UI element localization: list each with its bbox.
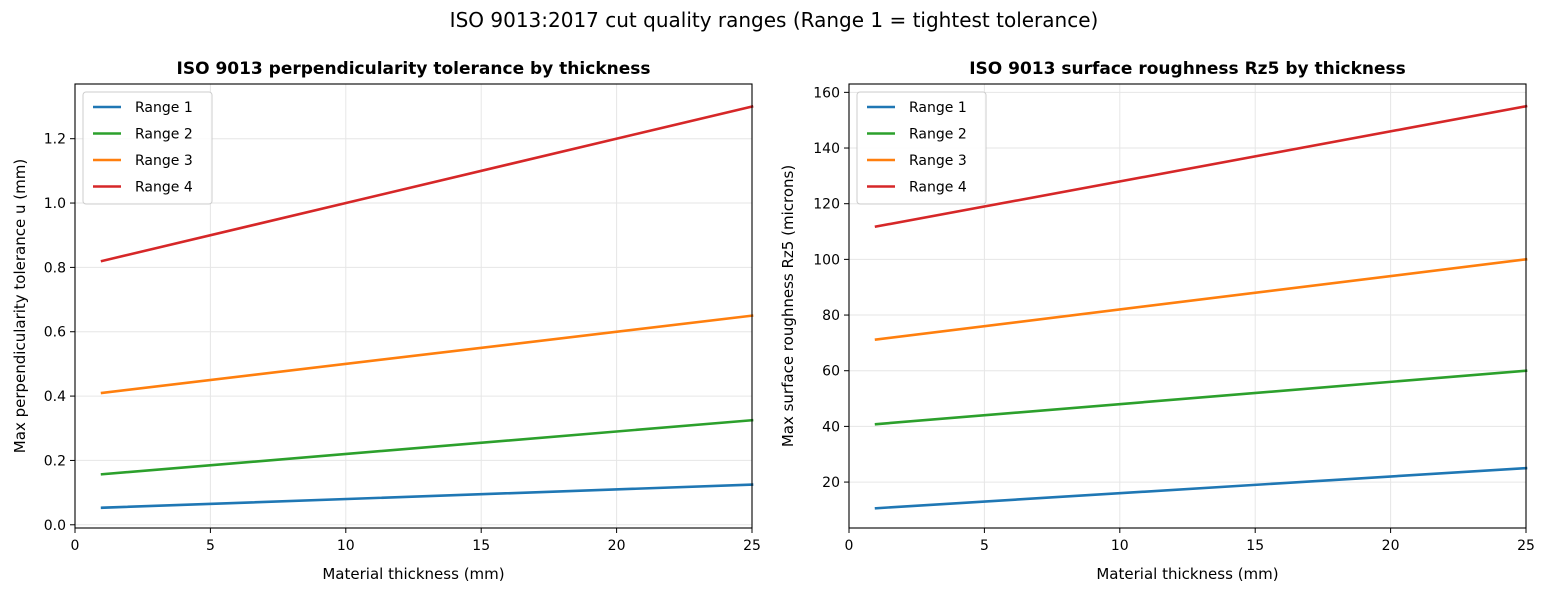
y-axis-label: Max surface roughness Rz5 (microns) <box>779 165 797 447</box>
x-tick-label: 15 <box>472 538 490 554</box>
legend-label-range-2: Range 2 <box>135 127 193 143</box>
y-tick-label: 120 <box>813 197 840 213</box>
plot-frame <box>74 83 753 529</box>
series-line-range-3 <box>100 314 754 395</box>
series-line-range-4 <box>100 104 754 263</box>
y-tick-label: 0.2 <box>44 453 66 469</box>
y-tick-label: 80 <box>822 308 840 324</box>
x-tick-label: 0 <box>845 538 854 554</box>
series-line-range-2 <box>100 418 754 476</box>
y-tick-label: 0.4 <box>44 389 66 405</box>
y-tick-label: 0.0 <box>44 518 66 534</box>
y-tick-label: 100 <box>813 252 840 268</box>
chart-title: ISO 9013 surface roughness Rz5 by thickn… <box>969 59 1406 79</box>
legend-box <box>82 91 213 205</box>
x-axis-label: Material thickness (mm) <box>1096 565 1278 583</box>
legend: Range 1 Range 2 Range 3 Range 4 <box>856 91 987 205</box>
x-tick-label: 10 <box>1111 538 1129 554</box>
y-tick-label: 160 <box>813 85 840 101</box>
x-tick-label: 15 <box>1246 538 1264 554</box>
x-tick-label: 5 <box>980 538 989 554</box>
series-line-range-3 <box>874 257 1528 341</box>
series-line-range-4 <box>874 104 1528 229</box>
legend: Range 1 Range 2 Range 3 Range 4 <box>82 91 213 205</box>
x-axis-label: Material thickness (mm) <box>322 565 504 583</box>
series-line-range-2 <box>874 369 1528 426</box>
chart-perpendicularity: 0 5 10 15 20 25 0.0 0.2 0.4 0.6 0.8 1.0 1.2 ISO 9013 … <box>11 59 761 583</box>
series-line-range-1 <box>874 466 1528 510</box>
y-tick-label: 1.0 <box>44 196 66 212</box>
legend-label-range-3: Range 3 <box>909 153 967 169</box>
figure-suptitle: ISO 9013:2017 cut quality ranges (Range … <box>449 8 1099 32</box>
chart-title: ISO 9013 perpendicularity tolerance by t… <box>177 59 651 79</box>
legend-label-range-1: Range 1 <box>909 100 967 116</box>
series-line-range-1 <box>100 483 754 510</box>
y-tick-label: 60 <box>822 364 840 380</box>
chart-roughness: 0 5 10 15 20 25 20 40 60 80 100 120 140 160 ISO 9013 s… <box>779 59 1535 583</box>
legend-label-range-4: Range 4 <box>909 180 967 196</box>
y-tick-label: 40 <box>822 419 840 435</box>
x-tick-label: 10 <box>337 538 355 554</box>
y-tick-label: 0.8 <box>44 260 66 276</box>
y-axis-label: Max perpendicularity tolerance u (mm) <box>11 159 29 453</box>
legend-box <box>856 91 987 205</box>
x-tick-label: 0 <box>71 538 80 554</box>
legend-label-range-3: Range 3 <box>135 153 193 169</box>
plot-frame <box>848 83 1527 529</box>
y-tick-label: 0.6 <box>44 325 66 341</box>
x-tick-label: 20 <box>1382 538 1400 554</box>
legend-label-range-1: Range 1 <box>135 100 193 116</box>
legend-label-range-4: Range 4 <box>135 180 193 196</box>
x-tick-label: 25 <box>1517 538 1535 554</box>
x-tick-label: 20 <box>608 538 626 554</box>
y-tick-label: 1.2 <box>44 132 66 148</box>
legend-label-range-2: Range 2 <box>909 127 967 143</box>
y-tick-label: 20 <box>822 475 840 491</box>
x-tick-label: 25 <box>743 538 761 554</box>
x-tick-label: 5 <box>206 538 215 554</box>
y-tick-label: 140 <box>813 141 840 157</box>
